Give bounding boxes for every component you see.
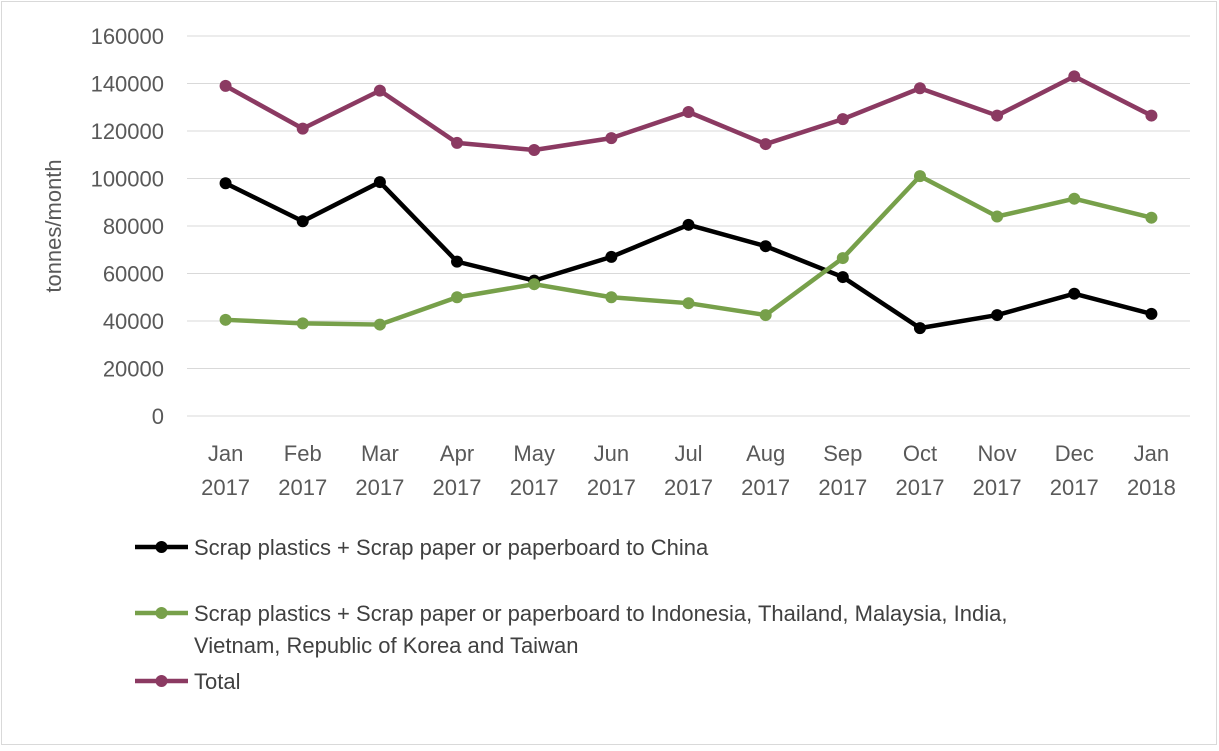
data-point [913,82,926,95]
x-tick-label: May 2017 [510,441,559,500]
data-point [296,317,309,330]
data-point [219,177,232,190]
data-point [451,255,464,268]
data-point [991,109,1004,122]
legend-swatch-marker [155,675,168,687]
y-tick-label: 20000 [103,357,164,382]
x-tick-label: Sep 2017 [818,441,867,500]
data-point [451,291,464,304]
data-point [1145,211,1158,224]
data-point [759,309,772,322]
y-tick-label: 0 [152,404,164,429]
y-tick-label: 120000 [91,119,164,144]
data-point [219,313,232,326]
data-point [605,250,618,263]
data-point [682,106,695,118]
data-point [913,170,926,183]
data-point [836,113,849,126]
data-point [219,79,232,92]
x-tick-label: Dec 2017 [1050,441,1099,500]
data-point [528,278,541,291]
data-point [682,218,695,231]
data-point [373,176,386,189]
y-tick-label: 140000 [91,72,164,97]
data-point [451,136,464,149]
data-point [991,309,1004,322]
data-point [373,84,386,97]
legend-label: Scrap plastics + Scrap paper or paperboa… [194,601,1007,658]
x-tick-label: Feb 2017 [278,441,327,500]
y-tick-label: 100000 [91,167,164,192]
x-tick-label: Mar 2017 [355,441,404,500]
data-point [1145,307,1158,320]
series-lines [219,70,1158,335]
x-tick-label: Jan 2018 [1127,441,1176,500]
data-point [913,322,926,335]
x-tick-label: Aug 2017 [741,441,790,500]
legend-item: Total [135,669,240,694]
data-point [836,271,849,284]
data-point [682,297,695,310]
data-point [1068,70,1081,83]
y-tick-label: 60000 [103,262,164,287]
x-tick-label: Apr 2017 [433,441,482,500]
x-tick-label: Jun 2017 [587,441,636,500]
data-point [373,318,386,331]
data-point [296,215,309,228]
legend-item: Scrap plastics + Scrap paper or paperboa… [135,535,709,560]
data-point [836,252,849,265]
y-tick-label: 40000 [103,309,164,334]
data-point [759,138,772,151]
data-point [605,132,618,145]
series-1 [219,176,1158,335]
legend-swatch-marker [155,607,168,619]
series-2 [219,170,1158,331]
data-point [1068,287,1081,300]
x-tick-label: Oct 2017 [895,441,944,500]
x-axis-ticks: Jan 2017 Feb 2017 Mar 2017 Apr 2017 May 2017 Jun 20… [201,441,1176,500]
x-tick-label: Jul 2017 [664,441,713,500]
data-point [528,144,541,156]
y-tick-label: 80000 [103,214,164,239]
legend-item: Scrap plastics + Scrap paper or paperboa… [135,601,1007,658]
y-tick-label: 160000 [91,24,164,49]
legend: Scrap plastics + Scrap paper or paperboa… [135,535,1007,694]
x-tick-label: Jan 2017 [201,441,250,500]
series-3 [219,70,1158,156]
y-axis-ticks: 0 20000 40000 60000 80000 100000 120000 140000 1… [91,24,164,429]
data-point [759,240,772,253]
legend-swatch-marker [155,541,168,553]
y-axis-title: tonnes/month [41,159,66,292]
x-tick-label: Nov 2017 [973,441,1022,500]
data-point [1145,109,1158,122]
data-point [1068,192,1081,205]
data-point [605,291,618,304]
legend-label: Scrap plastics + Scrap paper or paperboa… [194,535,709,560]
data-point [296,122,309,135]
data-point [991,210,1004,223]
legend-label: Total [194,669,240,694]
